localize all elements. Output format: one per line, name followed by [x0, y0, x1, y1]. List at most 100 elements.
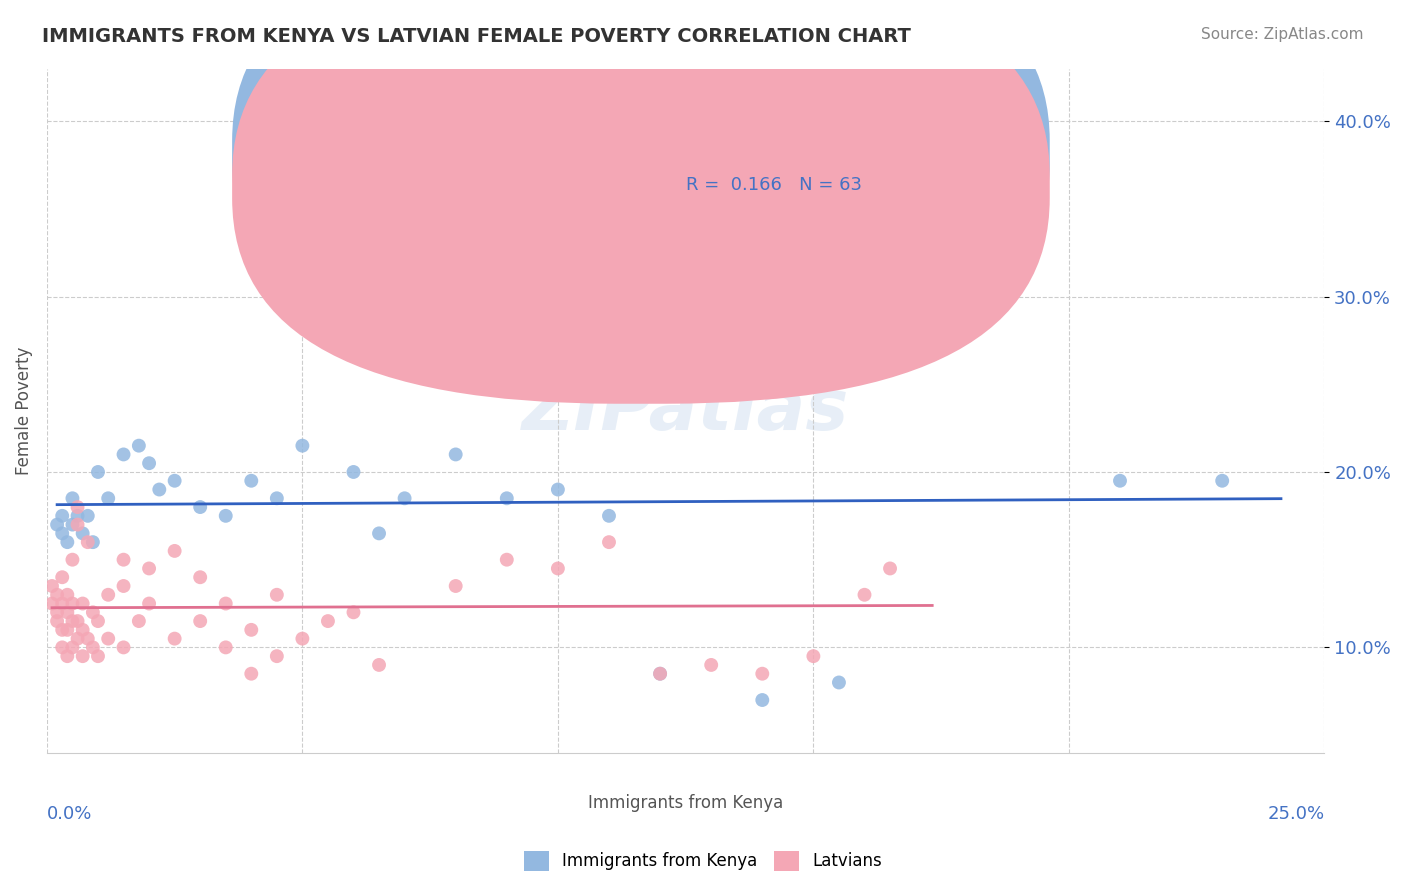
Text: Source: ZipAtlas.com: Source: ZipAtlas.com: [1201, 27, 1364, 42]
Point: [1211, 474, 1233, 488]
Point: [76, 508, 98, 523]
Point: [648, 666, 671, 681]
Point: [87, 465, 110, 479]
Point: [72, 623, 94, 637]
Point: [803, 649, 825, 664]
Point: [112, 552, 135, 566]
FancyBboxPatch shape: [232, 0, 1050, 369]
Point: [56, 649, 79, 664]
Point: [51, 640, 73, 655]
Point: [240, 474, 263, 488]
Point: [316, 614, 339, 628]
Point: [51, 508, 73, 523]
Point: [72, 526, 94, 541]
Point: [751, 693, 773, 707]
Point: [163, 474, 186, 488]
Point: [215, 597, 238, 611]
Point: [128, 614, 150, 628]
Point: [266, 588, 288, 602]
Point: [215, 640, 238, 655]
Point: [51, 570, 73, 584]
Point: [46, 588, 69, 602]
Y-axis label: Female Poverty: Female Poverty: [15, 346, 32, 475]
Point: [46, 517, 69, 532]
Point: [853, 588, 876, 602]
Point: [598, 535, 620, 549]
Point: [112, 640, 135, 655]
Point: [163, 544, 186, 558]
Point: [51, 623, 73, 637]
Point: [76, 535, 98, 549]
Point: [41, 597, 63, 611]
Point: [266, 649, 288, 664]
Point: [148, 483, 170, 497]
FancyBboxPatch shape: [591, 134, 1024, 229]
Text: 25.0%: 25.0%: [1267, 805, 1324, 823]
Point: [163, 632, 186, 646]
Text: Immigrants from Kenya: Immigrants from Kenya: [588, 794, 783, 812]
Point: [62, 597, 84, 611]
Point: [46, 605, 69, 619]
Point: [495, 491, 517, 506]
Text: IMMIGRANTS FROM KENYA VS LATVIAN FEMALE POVERTY CORRELATION CHART: IMMIGRANTS FROM KENYA VS LATVIAN FEMALE …: [42, 27, 911, 45]
FancyBboxPatch shape: [232, 0, 1050, 404]
Point: [368, 657, 391, 672]
Point: [138, 456, 160, 470]
Point: [291, 439, 314, 453]
Point: [97, 632, 120, 646]
Point: [72, 649, 94, 664]
Point: [97, 588, 120, 602]
Point: [62, 614, 84, 628]
Point: [128, 439, 150, 453]
Point: [394, 491, 416, 506]
Point: [112, 447, 135, 461]
Point: [444, 579, 467, 593]
Point: [62, 517, 84, 532]
Point: [66, 614, 89, 628]
Legend: Immigrants from Kenya, Latvians: Immigrants from Kenya, Latvians: [524, 851, 882, 871]
Point: [66, 517, 89, 532]
Point: [41, 579, 63, 593]
Point: [138, 597, 160, 611]
Point: [368, 526, 391, 541]
Point: [66, 632, 89, 646]
Point: [240, 666, 263, 681]
Point: [66, 508, 89, 523]
Point: [700, 657, 723, 672]
Point: [87, 614, 110, 628]
Point: [444, 447, 467, 461]
Point: [853, 131, 876, 145]
Point: [751, 666, 773, 681]
Point: [62, 491, 84, 506]
Point: [112, 579, 135, 593]
Point: [87, 649, 110, 664]
Point: [82, 640, 104, 655]
Point: [879, 561, 901, 575]
Point: [342, 605, 364, 619]
Text: ZIPatlas: ZIPatlas: [522, 376, 849, 445]
Point: [56, 623, 79, 637]
Point: [76, 632, 98, 646]
Point: [56, 588, 79, 602]
Point: [62, 640, 84, 655]
Point: [547, 483, 569, 497]
Point: [97, 491, 120, 506]
Point: [66, 500, 89, 514]
Point: [394, 316, 416, 330]
Point: [51, 526, 73, 541]
Point: [266, 491, 288, 506]
Point: [648, 666, 671, 681]
Point: [56, 605, 79, 619]
Point: [240, 623, 263, 637]
Point: [82, 605, 104, 619]
Point: [188, 500, 211, 514]
Point: [51, 597, 73, 611]
Point: [72, 597, 94, 611]
Point: [62, 552, 84, 566]
Point: [1109, 474, 1132, 488]
Point: [342, 465, 364, 479]
Point: [291, 632, 314, 646]
Text: R = 0.035   N = 35: R = 0.035 N = 35: [686, 142, 856, 160]
Point: [215, 508, 238, 523]
Point: [598, 508, 620, 523]
